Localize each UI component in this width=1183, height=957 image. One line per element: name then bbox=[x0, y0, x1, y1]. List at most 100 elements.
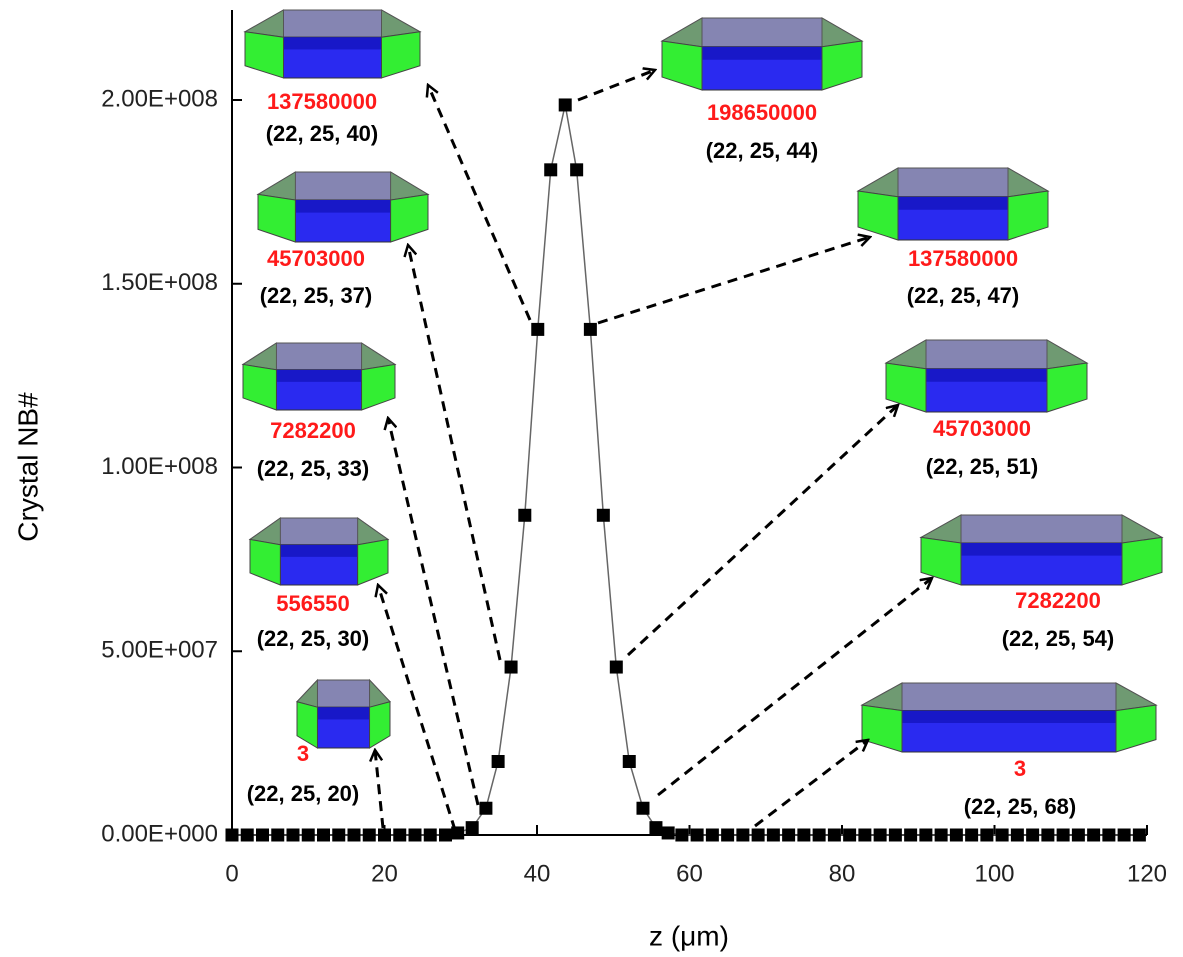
data-point bbox=[752, 829, 765, 842]
data-point bbox=[531, 323, 544, 336]
crystal-end bbox=[243, 364, 276, 410]
crystal-band bbox=[902, 711, 1116, 723]
data-point bbox=[889, 829, 902, 842]
crystal-top bbox=[862, 683, 1156, 711]
data-point bbox=[610, 661, 623, 674]
crystal-end bbox=[1122, 537, 1162, 585]
annotation-coords: (22, 25, 30) bbox=[257, 626, 370, 651]
data-point bbox=[1133, 829, 1146, 842]
annotation-value: 45703000 bbox=[267, 246, 365, 271]
annotation-value: 556550 bbox=[276, 591, 349, 616]
crystal-band bbox=[276, 370, 361, 382]
annotation-coords: (22, 25, 54) bbox=[1002, 626, 1115, 651]
data-point bbox=[662, 826, 675, 839]
x-axis-label: z (μm) bbox=[649, 920, 729, 951]
arrow bbox=[428, 85, 530, 320]
crystal-end bbox=[382, 32, 421, 78]
data-point bbox=[813, 829, 826, 842]
crystal-band bbox=[702, 47, 822, 60]
data-point bbox=[332, 829, 345, 842]
data-point bbox=[1118, 829, 1131, 842]
crystal-band bbox=[295, 200, 390, 213]
data-point bbox=[1072, 829, 1085, 842]
data-point bbox=[409, 829, 422, 842]
x-tick-label: 120 bbox=[1127, 860, 1167, 887]
crystal-band bbox=[898, 197, 1008, 210]
data-point bbox=[691, 829, 704, 842]
data-point bbox=[797, 829, 810, 842]
crystal-end bbox=[358, 539, 388, 585]
arrow bbox=[388, 418, 478, 805]
data-point bbox=[935, 829, 948, 842]
data-point bbox=[451, 826, 464, 839]
data-point bbox=[348, 829, 361, 842]
annotation-value: 7282200 bbox=[1015, 588, 1101, 613]
data-point bbox=[736, 829, 749, 842]
annotation-value: 3 bbox=[1014, 756, 1026, 781]
data-point bbox=[706, 829, 719, 842]
data-point bbox=[287, 829, 300, 842]
y-tick-label: 0.00E+000 bbox=[101, 820, 218, 847]
crystal bbox=[297, 680, 390, 748]
arrow bbox=[658, 578, 932, 795]
crystal bbox=[258, 172, 428, 242]
annotation-value: 45703000 bbox=[933, 416, 1031, 441]
data-point bbox=[597, 509, 610, 522]
annotation-value: 198650000 bbox=[707, 100, 817, 125]
data-point bbox=[241, 829, 254, 842]
crystal bbox=[662, 18, 862, 90]
data-point bbox=[636, 802, 649, 815]
crystal-end bbox=[921, 537, 961, 585]
y-tick-label: 5.00E+007 bbox=[101, 637, 218, 664]
data-point bbox=[843, 829, 856, 842]
crystal bbox=[858, 168, 1048, 240]
crystal-end bbox=[1116, 705, 1156, 752]
data-point bbox=[1011, 829, 1024, 842]
x-tick-label: 40 bbox=[524, 860, 551, 887]
data-point bbox=[919, 829, 932, 842]
data-point bbox=[1087, 829, 1100, 842]
data-point bbox=[466, 821, 479, 834]
x-tick-label: 100 bbox=[974, 860, 1014, 887]
data-point bbox=[439, 829, 452, 842]
data-point bbox=[623, 755, 636, 768]
data-point bbox=[675, 829, 688, 842]
data-point bbox=[858, 829, 871, 842]
crystal-end bbox=[362, 364, 395, 410]
arrow bbox=[598, 237, 870, 323]
arrow bbox=[408, 245, 500, 660]
data-point bbox=[378, 829, 391, 842]
chart: z (μm) Crystal NB# 0.00E+0005.00E+0071.0… bbox=[0, 0, 1183, 957]
crystal-end bbox=[370, 702, 390, 748]
data-point bbox=[828, 829, 841, 842]
crystal-band bbox=[317, 707, 369, 719]
annotation-coords: (22, 25, 68) bbox=[964, 794, 1077, 819]
data-point bbox=[904, 829, 917, 842]
y-tick-label: 2.00E+008 bbox=[101, 85, 218, 112]
crystal-end bbox=[862, 705, 902, 752]
data-point bbox=[782, 829, 795, 842]
arrow bbox=[578, 70, 655, 100]
crystal-end bbox=[1008, 191, 1048, 240]
crystal-end bbox=[258, 194, 295, 242]
annotation-coords: (22, 25, 37) bbox=[260, 283, 373, 308]
arrow bbox=[755, 740, 868, 826]
arrow bbox=[628, 405, 898, 655]
data-point bbox=[1102, 829, 1115, 842]
crystal-end bbox=[886, 363, 926, 412]
data-point bbox=[424, 829, 437, 842]
data-point bbox=[363, 829, 376, 842]
data-point bbox=[256, 829, 269, 842]
x-tick-label: 20 bbox=[371, 860, 398, 887]
annotation-coords: (22, 25, 51) bbox=[926, 454, 1039, 479]
data-point bbox=[767, 829, 780, 842]
data-point bbox=[1041, 829, 1054, 842]
crystal-end bbox=[1047, 363, 1087, 412]
x-tick-label: 60 bbox=[676, 860, 703, 887]
data-point bbox=[518, 509, 531, 522]
y-axis-label: Crystal NB# bbox=[12, 392, 43, 542]
annotation-value: 7282200 bbox=[270, 418, 356, 443]
data-point bbox=[874, 829, 887, 842]
data-point bbox=[559, 98, 572, 111]
annotation-coords: (22, 25, 33) bbox=[257, 456, 370, 481]
